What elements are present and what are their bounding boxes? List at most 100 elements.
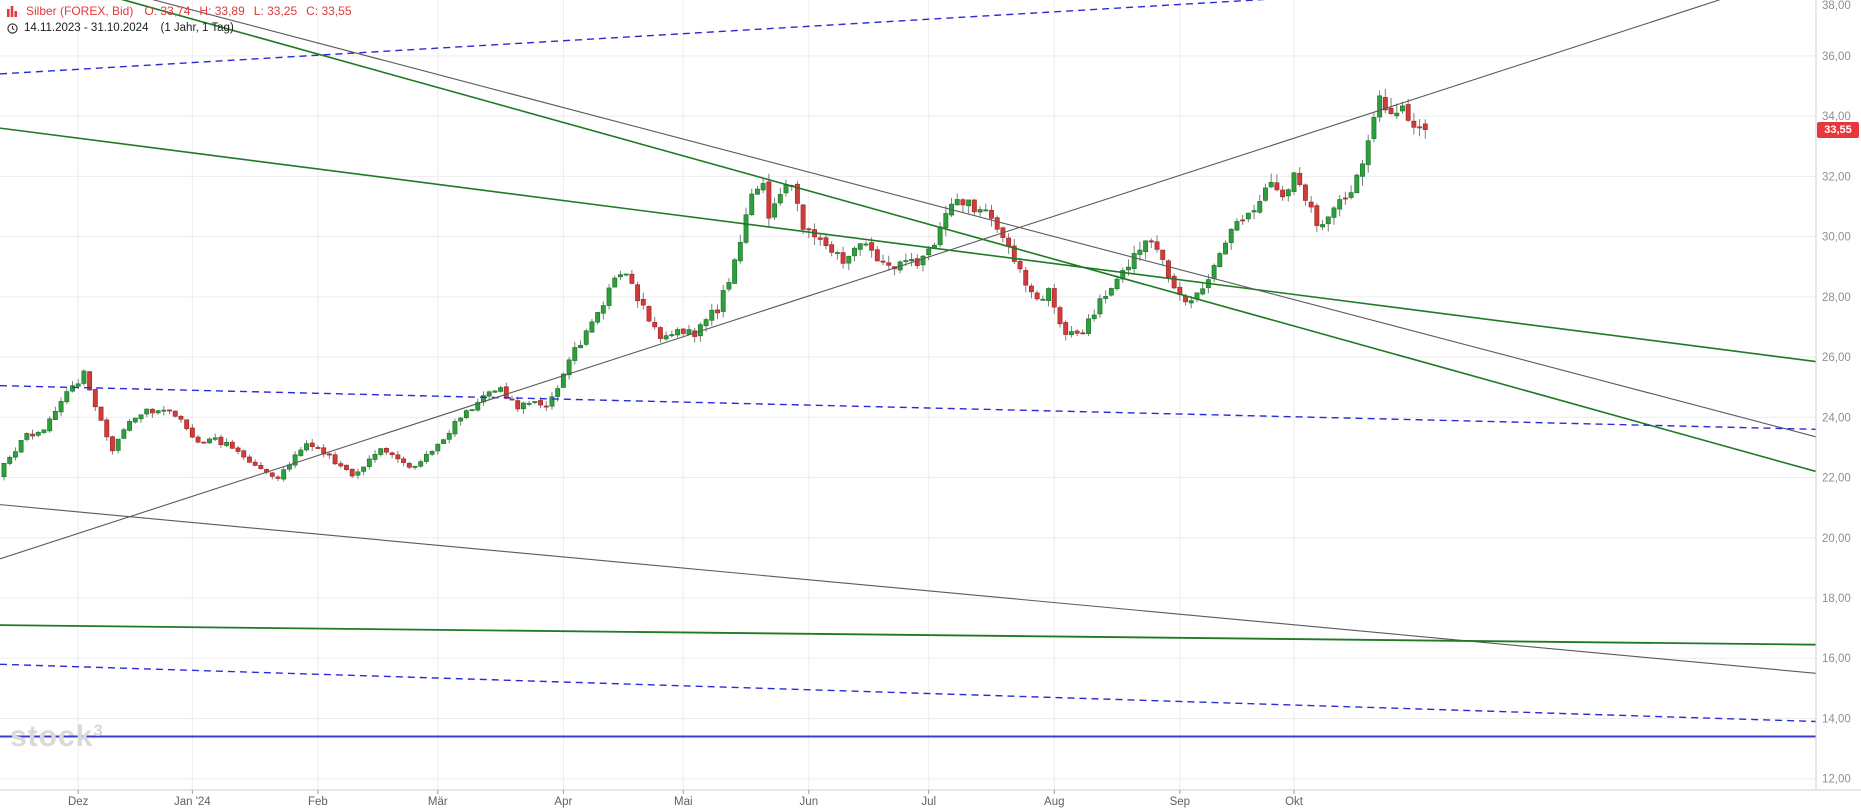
candle-body [167, 409, 172, 412]
trendline-gray-descending-low[interactable] [0, 504, 1816, 674]
candle-body [326, 453, 332, 456]
candle-body [1285, 189, 1291, 197]
candle-body [1308, 201, 1314, 208]
trendline-green-support[interactable] [0, 624, 1816, 646]
candle-body [1274, 182, 1280, 191]
candle-body [600, 305, 606, 314]
candle-body [1154, 241, 1160, 250]
candle-body [760, 183, 766, 191]
candle-body [566, 359, 572, 376]
candle-body [332, 454, 338, 465]
candle-body [572, 347, 578, 361]
candle-body [366, 458, 372, 467]
candle-body [104, 419, 110, 438]
candle-body [127, 421, 133, 431]
candle-body [292, 454, 298, 466]
candle-body [1200, 288, 1206, 295]
candle-body [52, 410, 58, 420]
candle-body [1234, 221, 1240, 231]
candle-body [12, 451, 18, 458]
candle-body [98, 406, 104, 421]
legend-low: L: 33,25 [253, 4, 298, 18]
candle-body [538, 400, 544, 406]
trendline-blue-dashed-low[interactable] [0, 663, 1816, 723]
candle-body [1280, 189, 1286, 198]
price-axis-label: 34,00 [1822, 111, 1851, 123]
trendline-gray-ascending[interactable] [0, 0, 1816, 560]
price-axis-label: 22,00 [1822, 473, 1851, 485]
candle-body [47, 418, 53, 432]
candle-body [829, 244, 835, 253]
candle-body [589, 321, 595, 333]
candle-body [1188, 300, 1194, 304]
candle-body [144, 408, 150, 415]
candle-body [1131, 253, 1137, 269]
price-axis-label: 28,00 [1822, 292, 1851, 304]
candle-body [555, 388, 561, 397]
candle-body [338, 463, 344, 467]
candle-body [966, 199, 972, 207]
candle-body [560, 373, 566, 388]
trendline-blue-dashed-top[interactable] [0, 0, 1816, 75]
candle-body [1006, 237, 1012, 247]
legend-range-row: 14.11.2023 - 31.10.2024 (1 Jahr, 1 Tag) [7, 21, 352, 35]
price-axis-label: 18,00 [1822, 593, 1851, 605]
candle-body [1108, 288, 1114, 296]
price-axis-label: 32,00 [1822, 171, 1851, 183]
trendline-green-channel[interactable] [0, 0, 1816, 473]
candle-body [1023, 270, 1029, 286]
candle-body [1046, 288, 1052, 301]
candle-body [212, 437, 218, 440]
candle-body [441, 439, 446, 444]
candle-body [869, 242, 875, 251]
candle-body [749, 193, 755, 216]
trendline-green-upper[interactable] [0, 127, 1816, 363]
price-axis-label: 16,00 [1822, 653, 1851, 665]
candle-body [612, 277, 618, 288]
candle-body [1331, 207, 1337, 218]
candle-body [1360, 163, 1365, 177]
candle-body [406, 462, 412, 468]
candle-body [1348, 192, 1354, 198]
legend-date-range: 14.11.2023 - 31.10.2024 [24, 22, 149, 34]
candle-body [7, 456, 13, 464]
legend-close: C: 33,55 [306, 4, 352, 18]
candle-body [87, 371, 93, 391]
candle-body [389, 452, 395, 456]
candle-body [726, 282, 732, 290]
candle-body [777, 194, 783, 204]
candle-body [852, 247, 857, 257]
candle-body [515, 400, 521, 410]
candle-body [954, 199, 960, 206]
candle-body [349, 468, 355, 477]
candle-body [1068, 331, 1074, 336]
time-axis[interactable]: Dez Jan '24 Feb Mär Apr Mai Jun Jul Aug Sep Okt [68, 790, 1304, 808]
candle-body [1320, 224, 1325, 228]
candle-body [178, 416, 184, 420]
candle-body [983, 209, 989, 212]
candle-body [1405, 104, 1411, 121]
candle-body [372, 454, 378, 460]
candle-body [800, 204, 806, 230]
candle-body [1217, 253, 1223, 268]
trendline-gray-descending[interactable] [0, 0, 1816, 438]
candle-body [1245, 212, 1251, 220]
time-axis-label: Mai [674, 796, 693, 808]
candle-body [463, 410, 469, 419]
candle-body [635, 284, 641, 302]
trendline-blue-dashed-mid[interactable] [0, 384, 1816, 431]
candle-body [275, 476, 281, 479]
candle-body [549, 396, 555, 407]
trendlines [0, 0, 1816, 738]
candle-body [618, 274, 623, 278]
candle-body [509, 398, 515, 401]
candle-body [1040, 298, 1046, 301]
candle-body [1034, 292, 1040, 300]
price-axis[interactable]: 38,00 36,00 34,00 32,00 30,00 28,00 26,00 24,00… [1822, 0, 1851, 786]
candle-body [657, 327, 663, 339]
candle-body [1342, 197, 1348, 200]
candle-body [1365, 140, 1371, 166]
candle-body [914, 258, 920, 266]
